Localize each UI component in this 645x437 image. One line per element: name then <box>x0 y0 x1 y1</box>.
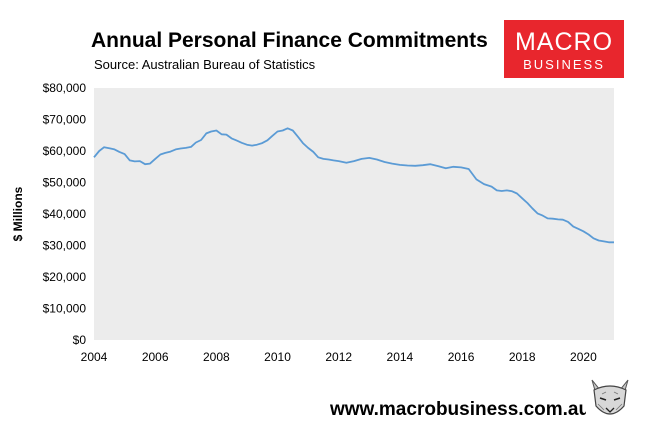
x-tick-label: 2014 <box>387 350 414 364</box>
y-axis-title: $ Millions <box>11 186 25 241</box>
y-tick-label: $70,000 <box>43 113 87 127</box>
y-tick-label: $50,000 <box>43 176 87 190</box>
y-tick-label: $80,000 <box>43 81 87 95</box>
plot-area <box>94 88 614 340</box>
x-tick-label: 2016 <box>448 350 475 364</box>
y-tick-label: $0 <box>73 333 87 347</box>
x-tick-label: 2018 <box>509 350 536 364</box>
y-tick-label: $60,000 <box>43 144 87 158</box>
y-tick-label: $20,000 <box>43 270 87 284</box>
chart-title: Annual Personal Finance Commitments <box>91 29 488 52</box>
x-tick-label: 2020 <box>570 350 597 364</box>
logo-text-macro: MACRO <box>515 28 613 56</box>
y-tick-label: $40,000 <box>43 207 87 221</box>
x-tick-label: 2008 <box>203 350 230 364</box>
series-line-personal-finance <box>93 127 614 244</box>
chart-source: Source: Australian Bureau of Statistics <box>94 57 316 72</box>
y-tick-label: $10,000 <box>43 302 87 316</box>
x-tick-label: 2004 <box>81 350 108 364</box>
x-tick-label: 2012 <box>325 350 352 364</box>
logo-text-business: BUSINESS <box>523 57 605 72</box>
footer-url: www.macrobusiness.com.au <box>329 399 590 420</box>
fox-mascot-icon <box>586 376 634 422</box>
logo-background <box>504 20 624 78</box>
y-axis: $0 $10,000 $20,000 $30,000 $40,000 $50,000 $60… <box>43 81 87 347</box>
x-tick-label: 2006 <box>142 350 169 364</box>
x-axis: 2004 2006 2008 2010 2012 2014 2016 2018 2020 <box>81 350 597 364</box>
macrobusiness-logo: MACRO BUSINESS <box>504 20 624 78</box>
x-tick-label: 2010 <box>264 350 291 364</box>
y-tick-label: $30,000 <box>43 239 87 253</box>
